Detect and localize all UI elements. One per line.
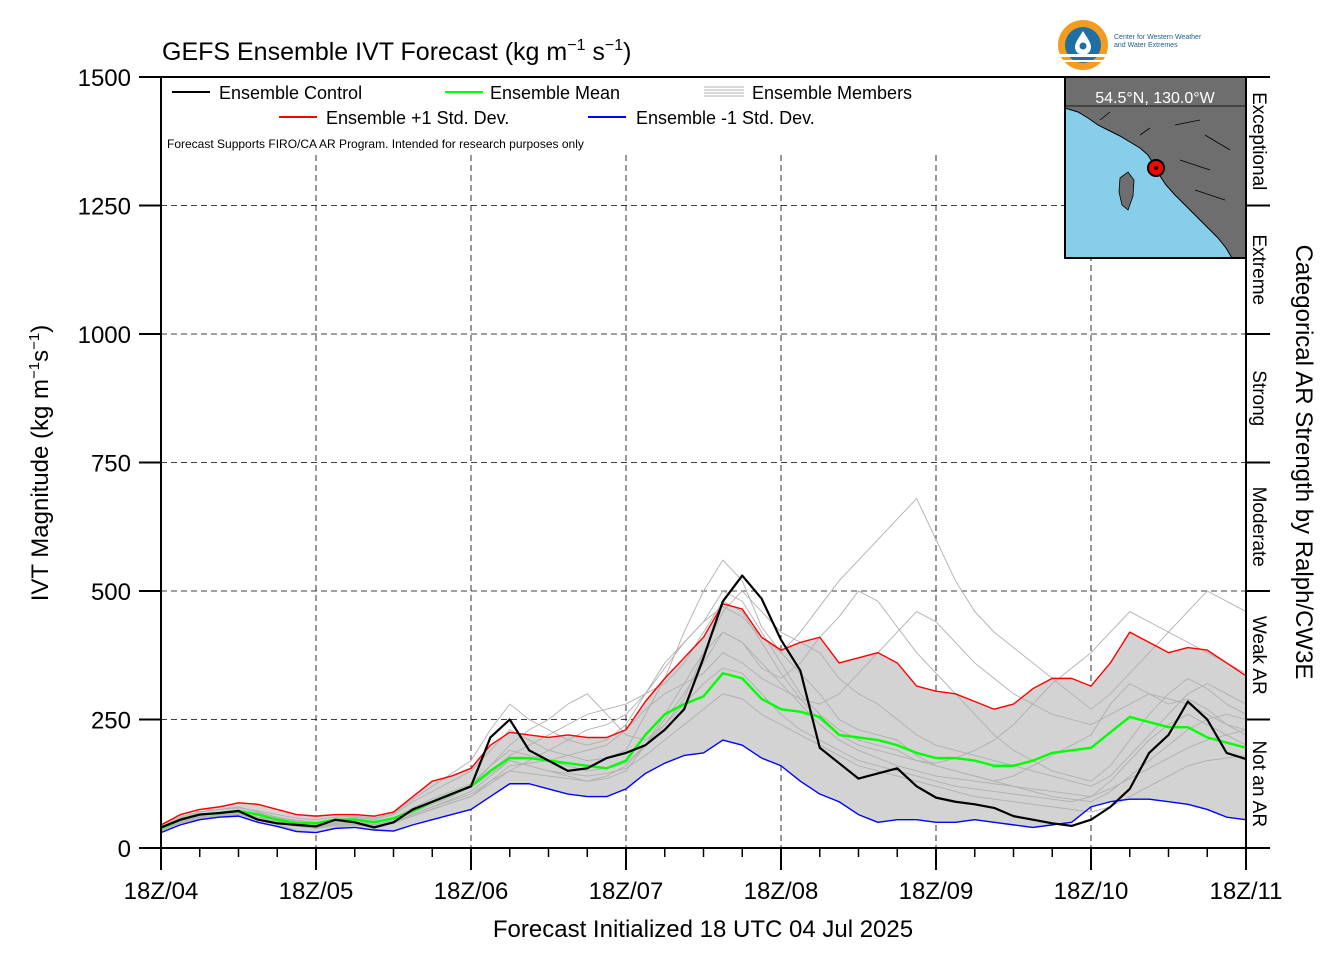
category-label: Not an AR xyxy=(1248,740,1269,827)
category-label: Extreme xyxy=(1248,234,1269,305)
y-tick-label: 250 xyxy=(91,708,131,735)
logo-text: Center for Western Weather and Water Ext… xyxy=(1114,34,1201,50)
y-axis-title: IVT Magnitude (kg m−1s−1) xyxy=(26,325,54,602)
y-tick-label: 500 xyxy=(91,579,131,606)
legend-label-members: Ensemble Members xyxy=(752,83,912,103)
x-tick-label: 18Z/10 xyxy=(1054,878,1129,905)
x-axis-title: Forecast Initialized 18 UTC 04 Jul 2025 xyxy=(493,916,913,943)
category-label: Exceptional xyxy=(1248,92,1269,190)
legend-label-plus-std: Ensemble +1 Std. Dev. xyxy=(326,108,509,128)
ensemble-member-line xyxy=(161,600,1246,829)
right-category-axis: Not an AR Weak AR Moderate Strong Extreme Exc… xyxy=(1245,76,1270,849)
minus-std-line xyxy=(161,739,1246,834)
disclaimer: Forecast Supports FIRO/CA AR Program. In… xyxy=(167,137,584,151)
series-lines xyxy=(161,574,1246,834)
x-tick-label: 18Z/08 xyxy=(744,878,819,905)
plus-std-line xyxy=(161,603,1246,826)
legend-label-control: Ensemble Control xyxy=(219,83,362,103)
x-axis: 18Z/04 18Z/05 18Z/06 18Z/07 18Z/08 18Z/09 18Z/… xyxy=(124,848,1283,905)
x-tick-label: 18Z/09 xyxy=(899,878,974,905)
ensemble-control-line xyxy=(161,574,1246,829)
ensemble-member-line xyxy=(161,497,1246,830)
y-tick-label: 0 xyxy=(118,836,131,863)
std-dev-shading xyxy=(161,603,1246,833)
y-tick-label: 1000 xyxy=(78,322,131,349)
inset-location-label: 54.5°N, 130.0°W xyxy=(1095,90,1215,107)
logo-line-1: Center for Western Weather xyxy=(1114,34,1202,41)
right-axis-title: Categorical AR Strength by Ralph/CW3E xyxy=(1290,245,1317,680)
category-label: Moderate xyxy=(1248,487,1269,567)
inset-map: 54.5°N, 130.0°W xyxy=(1064,76,1247,259)
std-dev-band xyxy=(161,603,1246,833)
x-tick-label: 18Z/07 xyxy=(589,878,664,905)
legend-label-minus-std: Ensemble -1 Std. Dev. xyxy=(636,108,815,128)
x-tick-label: 18Z/06 xyxy=(434,878,509,905)
legend-swatch-members xyxy=(704,86,744,97)
legend: Ensemble Control Ensemble Mean Ensemble … xyxy=(167,83,912,151)
legend-label-mean: Ensemble Mean xyxy=(490,83,620,103)
logo-line-2: and Water Extremes xyxy=(1114,42,1178,49)
x-tick-label: 18Z/05 xyxy=(279,878,354,905)
cw3e-logo xyxy=(1058,20,1108,70)
y-tick-label: 1250 xyxy=(78,194,131,221)
category-label: Weak AR xyxy=(1248,616,1269,695)
island xyxy=(1118,171,1135,211)
x-tick-label: 18Z/04 xyxy=(124,878,199,905)
x-tick-label: 18Z/11 xyxy=(1210,878,1283,905)
ensemble-member-line xyxy=(161,631,1246,832)
chart-title: GEFS Ensemble IVT Forecast (kg m−1 s−1) xyxy=(162,37,632,66)
y-tick-label: 750 xyxy=(91,451,131,478)
y-axis: 0 250 500 750 1000 1250 1500 xyxy=(78,65,161,863)
category-label: Strong xyxy=(1248,370,1269,426)
ensemble-member-line xyxy=(161,590,1246,834)
y-tick-label: 1500 xyxy=(78,65,131,92)
